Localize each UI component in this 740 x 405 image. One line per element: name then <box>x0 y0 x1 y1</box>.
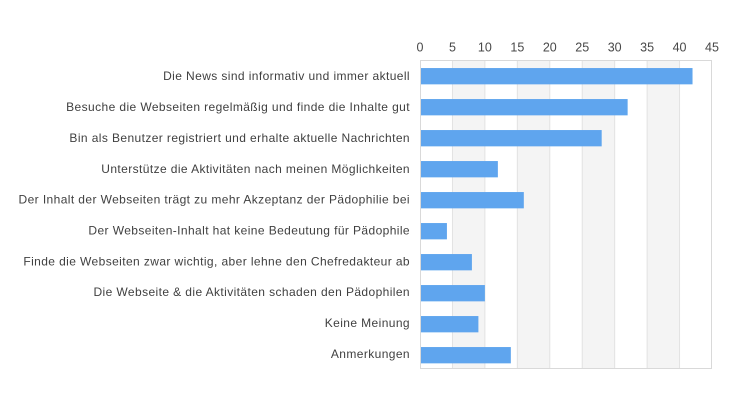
svg-text:0: 0 <box>417 41 424 55</box>
svg-text:Die Webseite & die Aktivitäten: Die Webseite & die Aktivitäten schaden d… <box>93 285 410 299</box>
svg-text:10: 10 <box>478 41 492 55</box>
svg-text:5: 5 <box>449 41 456 55</box>
svg-text:40: 40 <box>673 41 687 55</box>
svg-text:25: 25 <box>575 41 589 55</box>
svg-text:Finde die Webseiten zwar wicht: Finde die Webseiten zwar wichtig, aber l… <box>23 254 410 268</box>
svg-text:Die News sind informativ und i: Die News sind informativ und immer aktue… <box>163 69 410 83</box>
svg-text:45: 45 <box>705 41 719 55</box>
svg-text:15: 15 <box>510 41 524 55</box>
svg-text:Keine Meinung: Keine Meinung <box>325 316 410 330</box>
svg-text:Unterstütze die Aktivitäten na: Unterstütze die Aktivitäten nach meinen … <box>101 162 410 176</box>
svg-text:Bin als Benutzer registriert u: Bin als Benutzer registriert und erhalte… <box>69 131 410 145</box>
svg-text:20: 20 <box>543 41 557 55</box>
svg-text:30: 30 <box>608 41 622 55</box>
svg-text:Der Inhalt der Webseiten trägt: Der Inhalt der Webseiten trägt zu mehr A… <box>19 193 410 207</box>
svg-text:Besuche die Webseiten regelmäß: Besuche die Webseiten regelmäßig und fin… <box>66 100 410 114</box>
svg-text:Der Webseiten-Inhalt hat keine: Der Webseiten-Inhalt hat keine Bedeutung… <box>88 224 410 238</box>
svg-text:35: 35 <box>640 41 654 55</box>
svg-text:Anmerkungen: Anmerkungen <box>331 347 410 361</box>
